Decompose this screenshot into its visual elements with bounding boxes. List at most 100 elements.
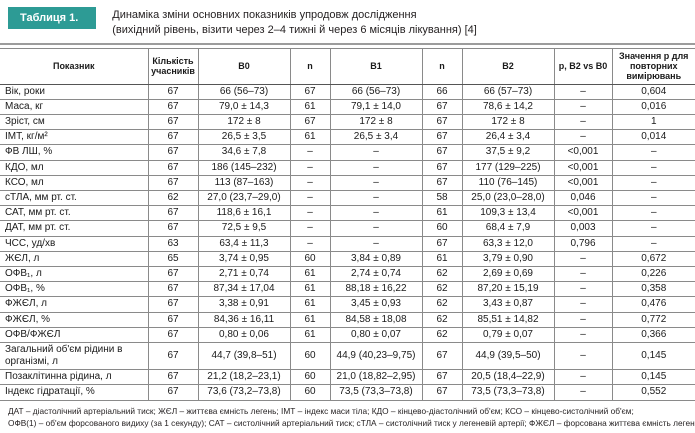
- table-cell: –: [611, 205, 695, 222]
- footnote-line1: ДАТ – діастолічний артеріальний тиск; ЖЄ…: [8, 405, 634, 416]
- table-cell: 44,9 (40,23–9,75): [329, 341, 423, 371]
- table-cell: –: [329, 190, 423, 207]
- table-cell: 73,5 (73,3–73,8): [329, 384, 423, 401]
- row-label: сТЛА, мм рт. ст.: [0, 190, 149, 207]
- table-cell: –: [611, 220, 695, 237]
- table-cell: 60: [421, 220, 463, 237]
- table-title-line1: Динаміка зміни основних показників упрод…: [112, 9, 417, 21]
- table-cell: 73,6 (73,2–73,8): [197, 384, 291, 401]
- table-cell: 67: [147, 281, 199, 298]
- table-cell: 26,5 ± 3,5: [197, 129, 291, 146]
- table-number-badge: Таблиця 1.: [8, 7, 97, 29]
- table-cell: –: [553, 341, 613, 371]
- column-header-6: B2: [461, 47, 555, 85]
- table-cell: 118,6 ± 16,1: [197, 205, 291, 222]
- table-cell: 61: [289, 265, 331, 283]
- table-cell: 67: [421, 114, 463, 131]
- table-cell: 62: [421, 296, 463, 313]
- table-cell: 44,9 (39,5–50): [461, 341, 555, 371]
- table-cell: 65: [147, 250, 199, 267]
- table-cell: 67: [421, 159, 463, 176]
- table-cell: 0,358: [611, 281, 695, 298]
- table-row: ОФВ/ФЖЄЛ 67 0,80 ± 0,06 61 0,80 ± 0,07 62 0,79…: [0, 326, 695, 343]
- table-cell: 67: [147, 326, 199, 343]
- table-header-row: Показник Кількість учасників B0 n B1 n B2 p, B2…: [0, 47, 695, 85]
- table-cell: 37,5 ± 9,2: [461, 144, 555, 161]
- table-cell: 0,80 ± 0,06: [197, 326, 291, 343]
- table-cell: 3,84 ± 0,89: [329, 250, 423, 267]
- table-cell: 61: [289, 311, 331, 328]
- table-row: сТЛА, мм рт. ст. 62 27,0 (23,7–29,0) – –58 25…: [0, 190, 695, 207]
- table-row: КДО, мл 67 186 (145–232) – –67 177 (129–225) <…: [0, 159, 695, 176]
- table-cell: 3,38 ± 0,91: [197, 296, 291, 313]
- table-cell: 0,476: [611, 296, 695, 313]
- table-cell: 60: [289, 369, 331, 386]
- row-label: ФЖЄЛ, л: [0, 296, 149, 313]
- table-cell: 27,0 (23,7–29,0): [197, 190, 291, 207]
- table-cell: 79,0 ± 14,3: [197, 98, 291, 116]
- table-cell: –: [289, 174, 331, 192]
- table-cell: 85,51 ± 14,82: [461, 311, 555, 328]
- footnote-line2: ОФВ(1) – об'єм форсованого видиху (за 1 …: [8, 418, 695, 429]
- table-cell: 73,5 (73,3–73,8): [461, 384, 555, 401]
- table-cell: –: [289, 205, 331, 222]
- table-cell: 0,366: [611, 326, 695, 343]
- table-cell: –: [553, 129, 613, 146]
- table-row: Зріст, см 67 172 ± 8 67 172 ± 8 67 172 ± 8–1: [0, 114, 695, 131]
- table-cell: 67: [147, 174, 199, 192]
- table-cell: 3,45 ± 0,93: [329, 296, 423, 313]
- table-cell: 67: [147, 205, 199, 222]
- column-header-8: Значення p для повторних вимірювань: [611, 47, 695, 85]
- table-cell: 177 (129–225): [461, 159, 555, 176]
- row-label: ОФВ₁, %: [0, 281, 149, 298]
- table-row: Вік, роки 67 66 (56–73) 67 66 (56–73) 66 66 (5…: [0, 83, 695, 100]
- table-cell: 67: [421, 235, 463, 252]
- table-cell: 61: [289, 98, 331, 116]
- table-cell: –: [553, 369, 613, 386]
- table-cell: –: [553, 384, 613, 401]
- table-row: ДАТ, мм рт. ст. 67 72,5 ± 9,5– –60 68,4 ± 7,…: [0, 220, 695, 237]
- table-cell: 67: [147, 369, 199, 386]
- row-label: Індекс гідратації, %: [0, 384, 149, 401]
- table-cell: 186 (145–232): [197, 159, 291, 176]
- table-cell: –: [611, 190, 695, 207]
- table-cell: 44,7 (39,8–51): [197, 341, 291, 371]
- table-cell: 0,772: [611, 311, 695, 328]
- row-label: ЖЄЛ, л: [0, 250, 149, 267]
- table-cell: 62: [421, 265, 463, 283]
- table-cell: 21,2 (18,2–23,1): [197, 369, 291, 386]
- table-cell: 67: [147, 144, 199, 161]
- table-cell: 0,80 ± 0,07: [329, 326, 423, 343]
- table-title: Динаміка зміни основних показників упрод…: [112, 7, 477, 38]
- table-cell: 172 ± 8: [197, 114, 291, 131]
- table-cell: 62: [147, 190, 199, 207]
- table-cell: –: [553, 98, 613, 116]
- table-cell: 63: [147, 235, 199, 252]
- table-cell: 63,3 ± 12,0: [461, 235, 555, 252]
- table-cell: 172 ± 8: [329, 114, 423, 131]
- table-cell: 0,046: [553, 190, 613, 207]
- table-cell: 62: [421, 311, 463, 328]
- table-cell: –: [553, 311, 613, 328]
- table-cell: 61: [289, 296, 331, 313]
- table-cell: 67: [147, 296, 199, 313]
- table-cell: 21,0 (18,82–2,95): [329, 369, 423, 386]
- table-cell: 63,4 ± 11,3: [197, 235, 291, 252]
- table-row: Позаклітинна рідина, л 67 21,2 (18,2–23,1)…: [0, 369, 695, 386]
- table-cell: 3,43 ± 0,87: [461, 296, 555, 313]
- table-cell: –: [553, 326, 613, 343]
- table-cell: –: [553, 250, 613, 267]
- table-cell: –: [329, 220, 423, 237]
- row-label: Маса, кг: [0, 98, 149, 116]
- table-cell: 67: [421, 98, 463, 116]
- row-label: САТ, мм рт. ст.: [0, 205, 149, 222]
- table-cell: 0,604: [611, 83, 695, 100]
- table-row: ЧСС, уд/хв 63 63,4 ± 11,3– –67 63,3 ± 12,0 0,…: [0, 235, 695, 252]
- table-cell: 68,4 ± 7,9: [461, 220, 555, 237]
- table-cell: 61: [289, 281, 331, 298]
- table-cell: 60: [289, 341, 331, 371]
- row-label: Загальний об'єм рідини в організмі, л: [0, 341, 149, 371]
- table-cell: 0,226: [611, 265, 695, 283]
- table-cell: 67: [421, 129, 463, 146]
- table-cell: 67: [421, 369, 463, 386]
